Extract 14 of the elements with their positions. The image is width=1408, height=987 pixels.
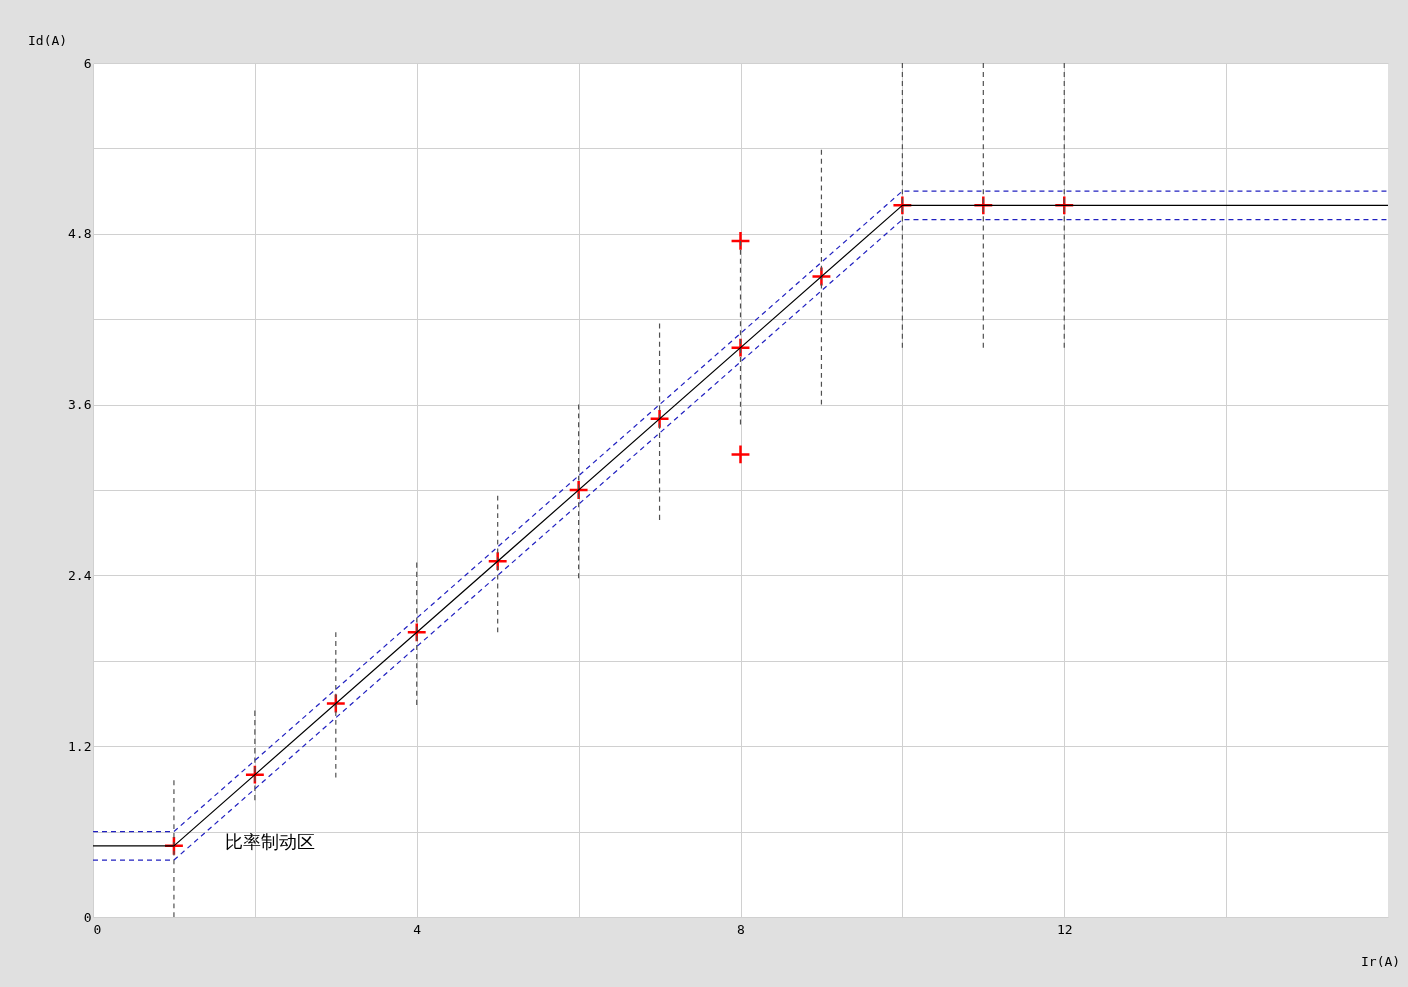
y-tick-label: 2.4 [68, 567, 92, 583]
y-tick-label: 3.6 [68, 397, 92, 413]
x-tick-label: 4 [413, 921, 422, 937]
y-tick-label: 0 [83, 909, 92, 925]
y-tick-label: 1.2 [68, 738, 92, 754]
y-tick-label: 6 [83, 55, 92, 71]
y-axis-title: Id(A) [28, 33, 68, 48]
x-tick-label: 8 [737, 921, 745, 937]
x-tick-label: 0 [93, 921, 102, 937]
x-axis-title: Ir(A) [1361, 954, 1401, 969]
point [730, 444, 751, 465]
annotation: 比率制动区 [225, 831, 315, 852]
y-tick-label: 4.8 [68, 226, 92, 242]
x-tick-label: 12 [1056, 921, 1073, 937]
